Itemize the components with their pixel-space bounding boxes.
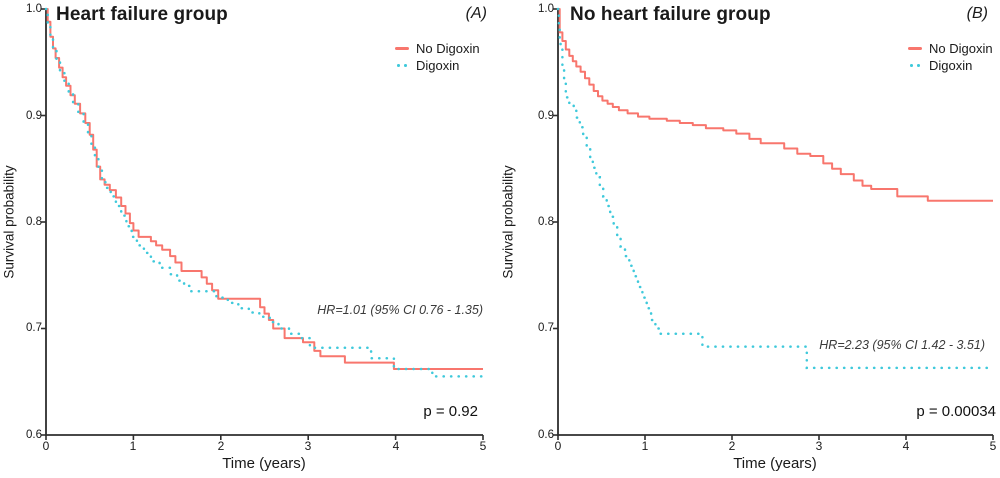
- curve-digoxin: [44, 7, 485, 378]
- x-tick-label: 2: [217, 439, 225, 453]
- legend-row-no-digoxin: No Digoxin: [908, 40, 993, 57]
- legend-swatch: [395, 47, 409, 50]
- x-tick-label: 5: [989, 439, 997, 453]
- legend-line-no-digoxin: [908, 47, 922, 50]
- x-tick-label: 0: [554, 439, 562, 453]
- legend: No Digoxin Digoxin: [908, 40, 993, 74]
- curve-no-digoxin: [558, 8, 993, 202]
- legend-row-no-digoxin: No Digoxin: [395, 40, 480, 57]
- panel-a-plot-canvas: [41, 7, 485, 440]
- y-tick-label: 0.6: [538, 429, 554, 441]
- panel-title: Heart failure group: [56, 4, 228, 25]
- hazard-ratio-annotation: HR=1.01 (95% CI 0.76 - 1.35): [317, 303, 483, 317]
- x-tick-label: 4: [902, 439, 910, 453]
- y-tick-label: 0.9: [538, 110, 554, 122]
- x-tick-label: 3: [304, 439, 312, 453]
- y-axis-label: Survival probability: [1, 165, 17, 279]
- y-tick-label: 0.8: [26, 216, 42, 228]
- legend-dot: [397, 64, 400, 67]
- y-axis-label: Survival probability: [500, 165, 516, 279]
- curve-no-digoxin: [46, 8, 483, 370]
- panel-title: No heart failure group: [570, 4, 771, 25]
- panel-letter: (B): [966, 5, 988, 22]
- panel-letter: (A): [465, 5, 487, 22]
- legend-dot: [917, 64, 920, 67]
- legend-swatch: [395, 64, 409, 67]
- x-tick-label: 1: [129, 439, 137, 453]
- x-tick-label: 4: [392, 439, 400, 453]
- legend-label: No Digoxin: [929, 41, 993, 56]
- hazard-ratio-annotation: HR=2.23 (95% CI 1.42 - 3.51): [819, 338, 985, 352]
- x-axis-label: Time (years): [222, 455, 306, 472]
- legend: No Digoxin Digoxin: [395, 40, 480, 74]
- y-tick-label: 1.0: [26, 3, 42, 15]
- y-tick-label: 0.6: [26, 429, 42, 441]
- legend-dots-digoxin: [910, 64, 920, 67]
- legend-label: Digoxin: [929, 58, 973, 73]
- legend-swatch: [908, 64, 922, 67]
- panel-heart-failure: Heart failure group (A) No Digoxin Digox…: [1, 3, 488, 472]
- legend-row-digoxin: Digoxin: [908, 57, 993, 74]
- x-axis-label: Time (years): [733, 455, 817, 472]
- y-tick-label: 0.7: [538, 322, 554, 334]
- legend-label: No Digoxin: [416, 41, 480, 56]
- y-tick-label: 0.9: [26, 110, 42, 122]
- legend-dots-digoxin: [397, 64, 407, 67]
- y-tick-label: 0.7: [26, 322, 42, 334]
- y-tick-label: 1.0: [538, 3, 554, 15]
- p-value-annotation: p = 0.00034: [916, 403, 996, 420]
- x-tick-label: 5: [479, 439, 487, 453]
- x-tick-label: 1: [641, 439, 649, 453]
- panel-b-plot-canvas: [553, 7, 995, 440]
- legend-row-digoxin: Digoxin: [395, 57, 480, 74]
- x-tick-label: 2: [728, 439, 736, 453]
- y-tick-label: 0.8: [538, 216, 554, 228]
- x-tick-label: 3: [815, 439, 823, 453]
- legend-dot: [404, 64, 407, 67]
- legend-dot: [910, 64, 913, 67]
- p-value-annotation: p = 0.92: [423, 403, 478, 420]
- legend-label: Digoxin: [416, 58, 460, 73]
- legend-line-no-digoxin: [395, 47, 409, 50]
- x-tick-label: 0: [42, 439, 50, 453]
- panel-no-heart-failure: No heart failure group (B) No Digoxin Di…: [500, 0, 1000, 478]
- legend-swatch: [908, 47, 922, 50]
